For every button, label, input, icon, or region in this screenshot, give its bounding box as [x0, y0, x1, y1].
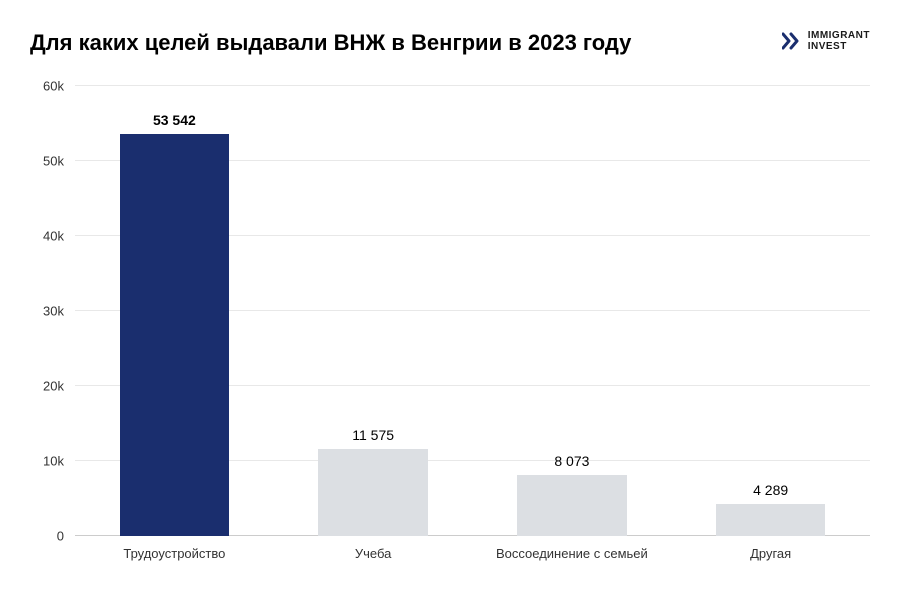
logo-chevrons-icon	[782, 32, 802, 50]
x-axis-labels: ТрудоустройствоУчебаВоссоединение с семь…	[75, 538, 870, 566]
chart-header: Для каких целей выдавали ВНЖ в Венгрии в…	[30, 30, 870, 56]
y-tick-label: 10k	[43, 454, 64, 469]
brand-logo: IMMIGRANT INVEST	[782, 30, 870, 52]
bar-value-label: 8 073	[554, 453, 589, 469]
x-category-label: Учеба	[274, 538, 473, 566]
y-axis: 010k20k30k40k50k60k	[30, 86, 70, 536]
y-tick-label: 60k	[43, 79, 64, 94]
y-tick-label: 20k	[43, 379, 64, 394]
bar-value-label: 4 289	[753, 482, 788, 498]
bars-group: 53 542 11 575 8 073 4 289	[75, 86, 870, 536]
logo-line-2: INVEST	[808, 41, 870, 52]
bar-slot: 53 542	[75, 86, 274, 536]
chart-container: Для каких целей выдавали ВНЖ в Венгрии в…	[0, 0, 900, 600]
plot-area: 53 542 11 575 8 073 4 289	[75, 86, 870, 536]
logo-line-1: IMMIGRANT	[808, 30, 870, 41]
logo-text: IMMIGRANT INVEST	[808, 30, 870, 52]
x-category-label: Трудоустройство	[75, 538, 274, 566]
chart-area: 010k20k30k40k50k60k 53 54211 5758 0734 2…	[30, 86, 870, 566]
chart-title: Для каких целей выдавали ВНЖ в Венгрии в…	[30, 30, 631, 56]
bar-value-label: 53 542	[153, 112, 196, 128]
x-category-label: Воссоединение с семьей	[473, 538, 672, 566]
bar-slot: 8 073	[473, 86, 672, 536]
bar-slot: 11 575	[274, 86, 473, 536]
y-tick-label: 0	[57, 529, 64, 544]
y-tick-label: 40k	[43, 229, 64, 244]
bar-value-label: 11 575	[352, 427, 394, 443]
bar: 53 542	[120, 134, 229, 536]
x-category-label: Другая	[671, 538, 870, 566]
y-tick-label: 30k	[43, 304, 64, 319]
bar: 11 575	[318, 449, 427, 536]
y-tick-label: 50k	[43, 154, 64, 169]
bar-slot: 4 289	[671, 86, 870, 536]
bar: 4 289	[716, 504, 825, 536]
bar: 8 073	[517, 475, 626, 536]
